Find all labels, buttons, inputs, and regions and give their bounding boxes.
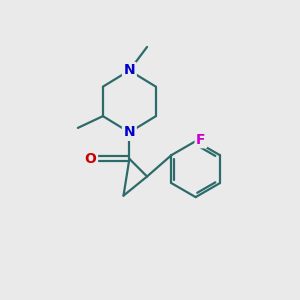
Text: O: O	[85, 152, 97, 166]
Text: N: N	[124, 125, 135, 139]
Text: F: F	[196, 133, 206, 147]
Text: N: N	[124, 64, 135, 77]
